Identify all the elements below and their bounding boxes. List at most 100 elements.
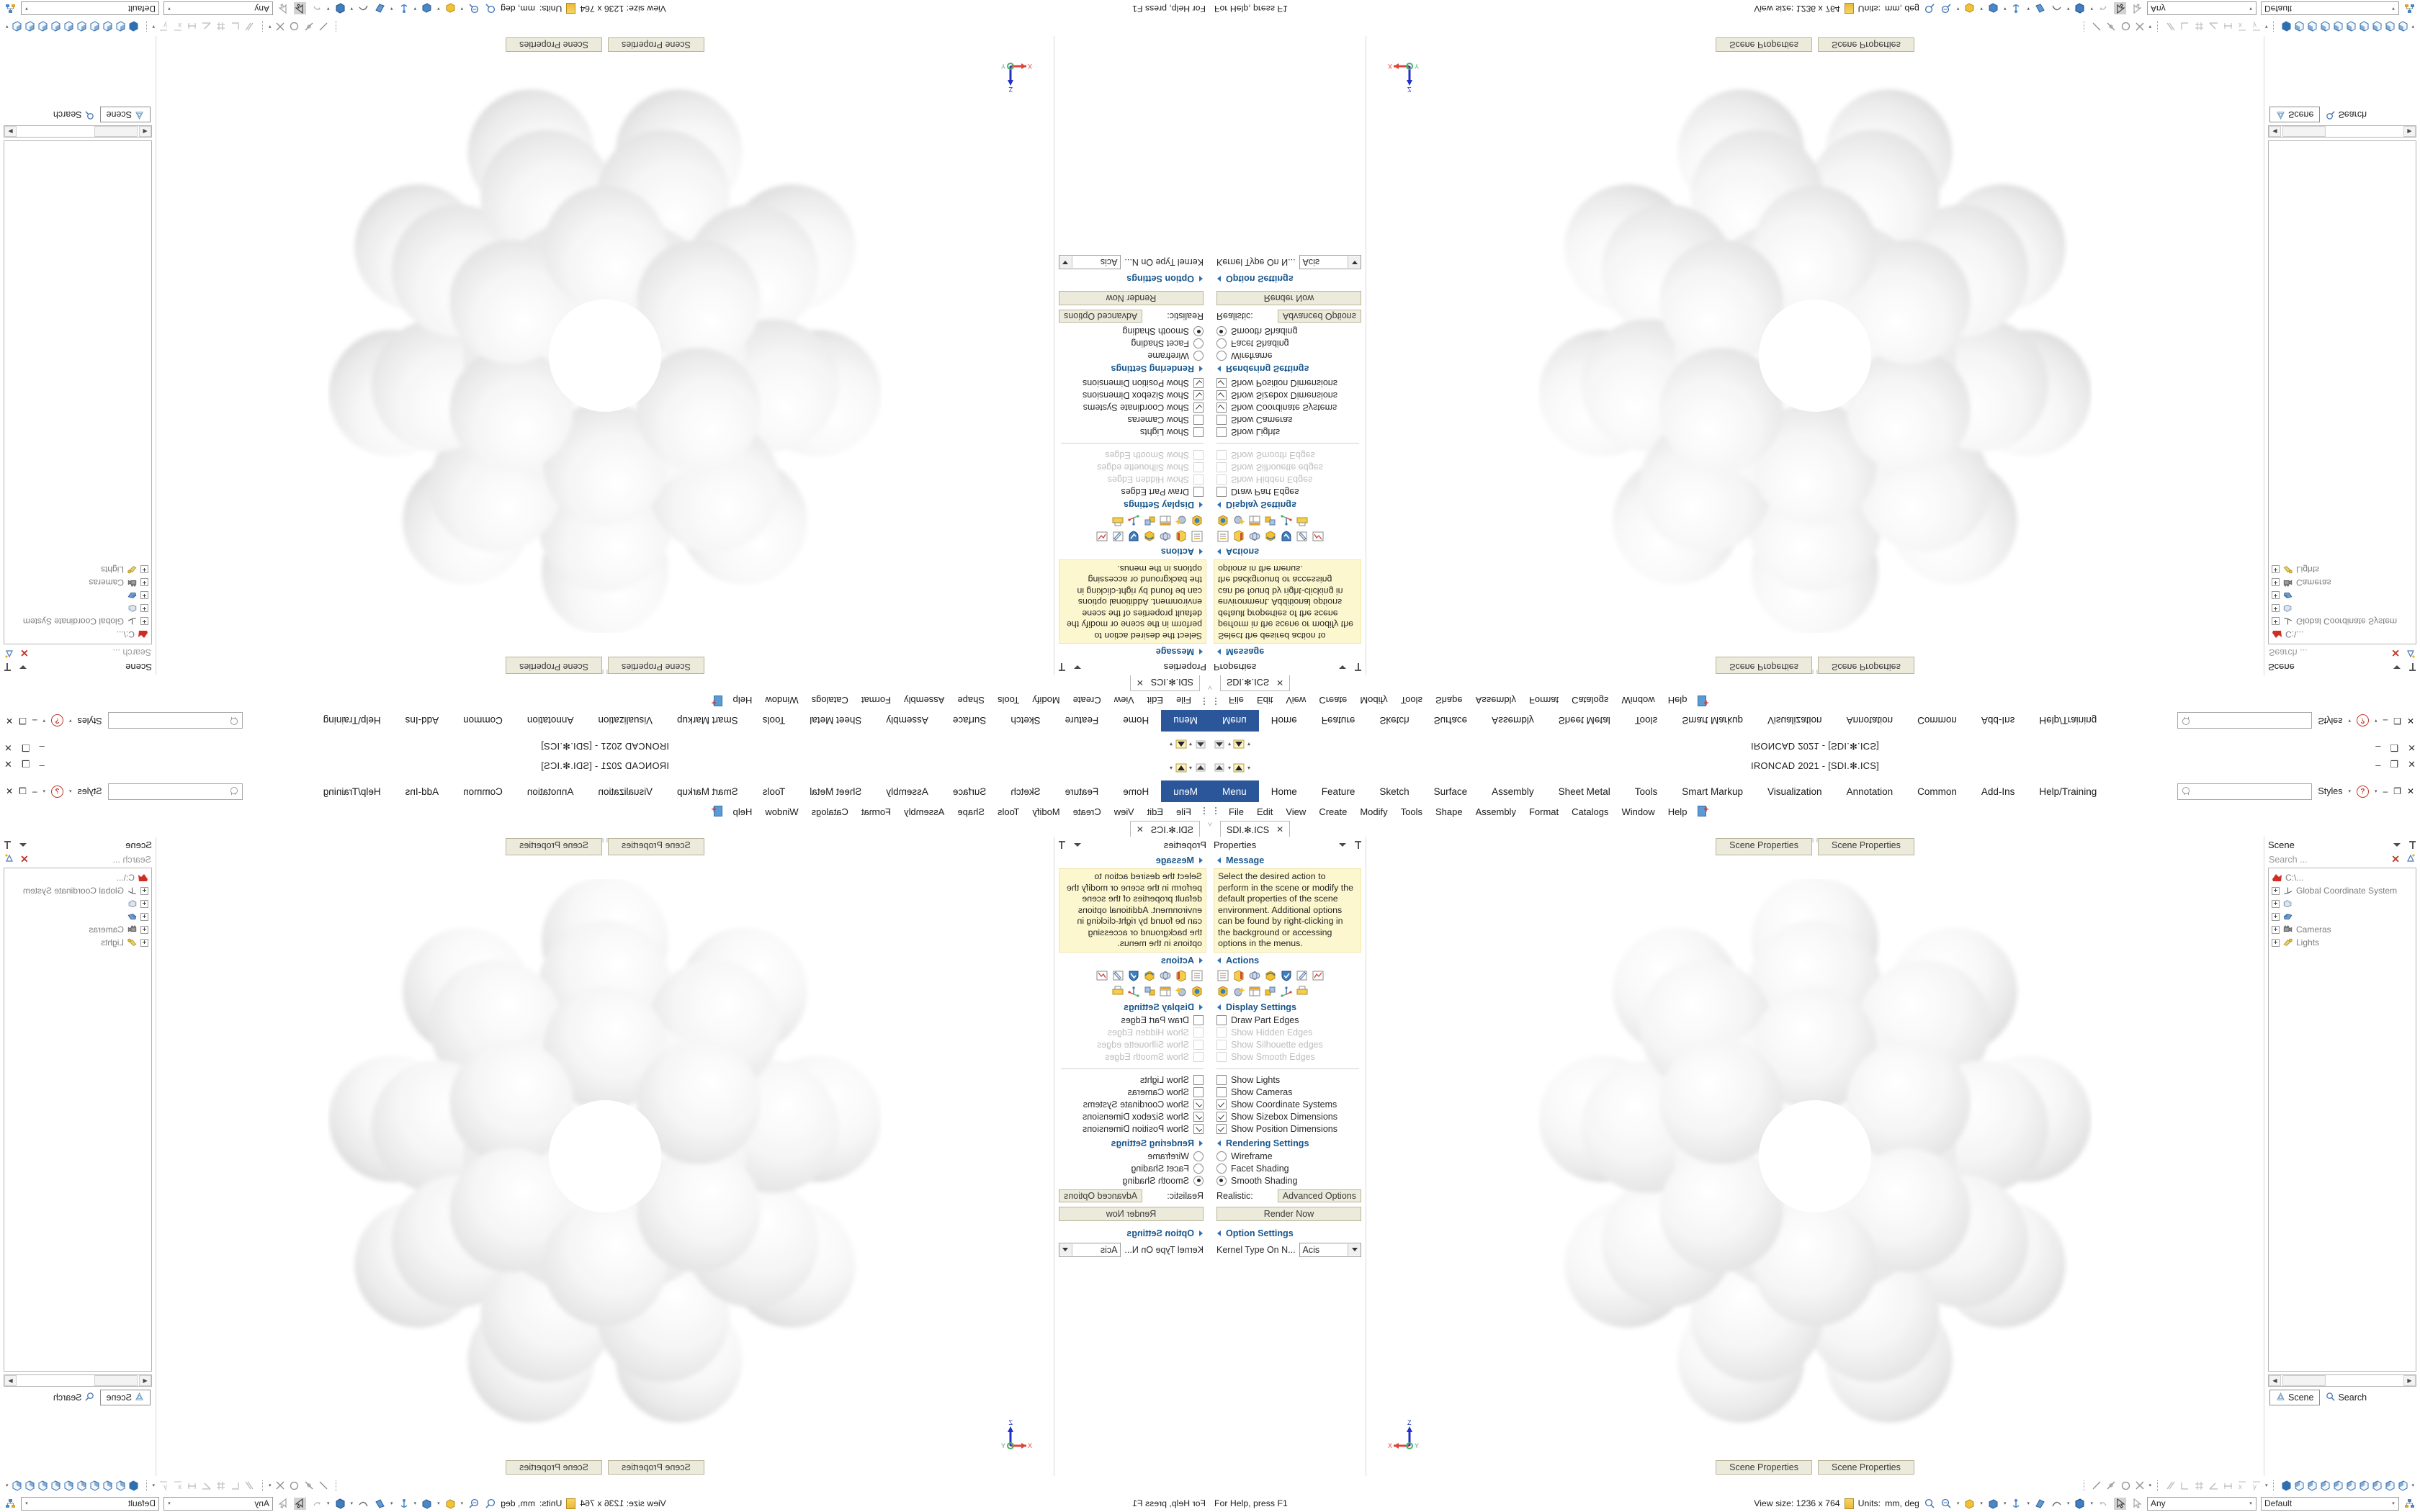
qat-caret-2[interactable]: ▾ (1247, 765, 1251, 771)
expand-icon[interactable] (2272, 604, 2280, 613)
3d-viewport[interactable]: Scene Properties Scene Properties (156, 837, 1054, 1476)
radio-row-facet-shading[interactable]: Facet Shading (1054, 338, 1210, 350)
menu-item-window[interactable]: Window (1621, 695, 1655, 706)
qat-icon-2[interactable] (1174, 737, 1188, 751)
select-shape-icon[interactable] (421, 1498, 433, 1510)
ribbon-tab-sheet-metal[interactable]: Sheet Metal (810, 715, 862, 726)
volume-chevron-icon[interactable]: ▾ (2090, 6, 2093, 11)
checkbox-row-show-cameras[interactable]: Show Cameras (1054, 1086, 1210, 1099)
radio-row-wireframe[interactable]: Wireframe (1054, 1151, 1210, 1163)
checkbox[interactable] (1216, 402, 1227, 413)
filter-any-select[interactable]: Any ▾ (2147, 1, 2257, 16)
scroll-right-icon[interactable]: ▶ (2403, 126, 2416, 137)
checkbox[interactable] (1216, 474, 1227, 485)
chevron-down-icon[interactable] (1059, 1243, 1072, 1256)
constraint-grid-icon[interactable] (215, 1480, 227, 1492)
checkbox-row-show-coordinate-systems[interactable]: Show Coordinate Systems (1210, 402, 1366, 414)
scene-pin-icon[interactable] (4, 841, 11, 849)
expander-icon[interactable] (1199, 366, 1203, 372)
select-shape-chevron-icon[interactable]: ▾ (2003, 1501, 2007, 1506)
message-section-header[interactable]: Message (1054, 644, 1210, 660)
scene-tree-node-item-1[interactable] (7, 602, 148, 615)
constraint-horizontal-icon[interactable] (2222, 1480, 2234, 1492)
properties-chevron-down-icon[interactable] (1339, 842, 1346, 847)
chart-icon[interactable] (1095, 531, 1108, 544)
3d-model-flower-torus[interactable] (328, 78, 882, 635)
close-button[interactable]: ✕ (2408, 759, 2416, 770)
constraint-grid-icon[interactable] (215, 21, 227, 33)
menu-item-window[interactable]: Window (1621, 806, 1655, 817)
checkbox[interactable] (1216, 1112, 1227, 1122)
view-orientation-icon-1[interactable] (127, 1480, 140, 1492)
restore-button[interactable]: ❐ (2390, 742, 2399, 753)
anchor-chevron-icon[interactable]: ▾ (390, 6, 393, 11)
volume-chevron-icon[interactable]: ▾ (327, 1501, 330, 1506)
expander-icon[interactable] (1199, 549, 1203, 555)
expander-icon[interactable] (1217, 649, 1221, 654)
menu-item-format[interactable]: Format (1528, 806, 1559, 817)
scene-tab-scene[interactable]: Scene (2269, 1390, 2321, 1405)
snap-center-icon[interactable] (288, 21, 300, 33)
ribbon-search-input[interactable] (2177, 783, 2313, 800)
scene-tree-node-global-coordinate-system[interactable]: Global Coordinate System (2272, 615, 2413, 628)
snap-center-icon[interactable] (2120, 1480, 2132, 1492)
checkbox[interactable] (1216, 1052, 1227, 1062)
view-orientation-icon-1[interactable] (127, 21, 140, 33)
ribbon-tab-tools[interactable]: Tools (1634, 715, 1658, 726)
ribbon-tab-menu[interactable]: Menu (1210, 780, 1259, 802)
scene-properties-button-bottom-left[interactable]: Scene Properties (608, 37, 704, 52)
minimize-button[interactable]: – (39, 742, 45, 753)
zoom-chevron-down-icon[interactable]: ▾ (460, 1501, 464, 1506)
view-orientation-icon-2[interactable] (115, 21, 127, 33)
constraint-dim-x-icon[interactable]: x (2236, 1480, 2249, 1492)
scene-tree-node-item-1[interactable] (2272, 602, 2413, 615)
qat-icon-2[interactable] (1232, 737, 1246, 751)
view-orientation-icon-9[interactable] (2384, 1480, 2396, 1492)
view-orientation-icon-5[interactable] (2332, 1480, 2344, 1492)
checkbox[interactable] (1193, 474, 1204, 485)
render-icon[interactable] (1264, 969, 1277, 982)
filter-default-select[interactable]: Default ▾ (21, 1, 159, 16)
scene-search-input[interactable]: Search ... (2269, 647, 2308, 658)
ribbon-tab-feature[interactable]: Feature (1321, 786, 1355, 797)
zoom-out-icon[interactable] (1940, 3, 1953, 15)
ribbon-tab-visualization[interactable]: Visualization (598, 786, 653, 797)
scene-tree-node-item-1[interactable] (7, 897, 148, 910)
scrollbar-thumb[interactable] (94, 126, 138, 137)
gear-star-icon[interactable] (1175, 515, 1188, 528)
view-orientation-icon-5[interactable] (76, 1480, 88, 1492)
scene-tree-node-item-2[interactable] (2272, 589, 2413, 602)
expand-icon[interactable] (2272, 617, 2280, 626)
help-chevron-down-icon[interactable]: ▾ (42, 789, 46, 794)
face-select-icon[interactable] (2034, 3, 2046, 15)
ribbon-tab-surface[interactable]: Surface (1433, 786, 1468, 797)
styles-chevron-down-icon[interactable]: ▾ (69, 789, 72, 794)
menu-item-catalogs[interactable]: Catalogs (811, 695, 848, 706)
scene-properties-button-top-right[interactable]: Scene Properties (506, 657, 602, 674)
view-orientation-icon-6[interactable] (2345, 21, 2357, 33)
ribbon-tab-annotation[interactable]: Annotation (526, 786, 574, 797)
expander-icon[interactable] (1199, 502, 1203, 508)
scrollbar-thumb[interactable] (2282, 1375, 2326, 1386)
scroll-right-icon[interactable]: ▶ (4, 126, 17, 137)
constraint-dim-x-icon[interactable]: x (171, 1480, 184, 1492)
filter-default-select[interactable]: Default ▾ (2261, 1496, 2399, 1511)
scene-properties-button-bottom-left[interactable]: Scene Properties (1716, 1460, 1812, 1475)
menu-item-shape[interactable]: Shape (1435, 806, 1463, 817)
checkbox-row-draw-part-edges[interactable]: Draw Part Edges (1210, 1014, 1366, 1027)
menu-item-format[interactable]: Format (861, 806, 892, 817)
zoom-out-icon[interactable] (467, 3, 480, 15)
expander-icon[interactable] (1199, 1140, 1203, 1146)
display-settings-section-header[interactable]: Display Settings (1210, 999, 1366, 1014)
print-icon[interactable] (1111, 515, 1124, 528)
menu-item-help[interactable]: Help (1667, 806, 1688, 817)
menu-drag-handle[interactable] (1200, 696, 1207, 706)
filter-tree-icon[interactable] (4, 853, 14, 865)
constraint-dim-x-icon[interactable]: x (171, 21, 184, 33)
snap-midpoint-icon[interactable] (2105, 1480, 2118, 1492)
checkbox-row-show-lights[interactable]: Show Lights (1054, 426, 1210, 438)
menu-item-tools[interactable]: Tools (1400, 806, 1422, 817)
menu-item-edit[interactable]: Edit (1256, 695, 1273, 706)
zoom-in-icon[interactable] (1924, 3, 1936, 15)
ribbon-tab-home[interactable]: Home (1270, 786, 1297, 797)
